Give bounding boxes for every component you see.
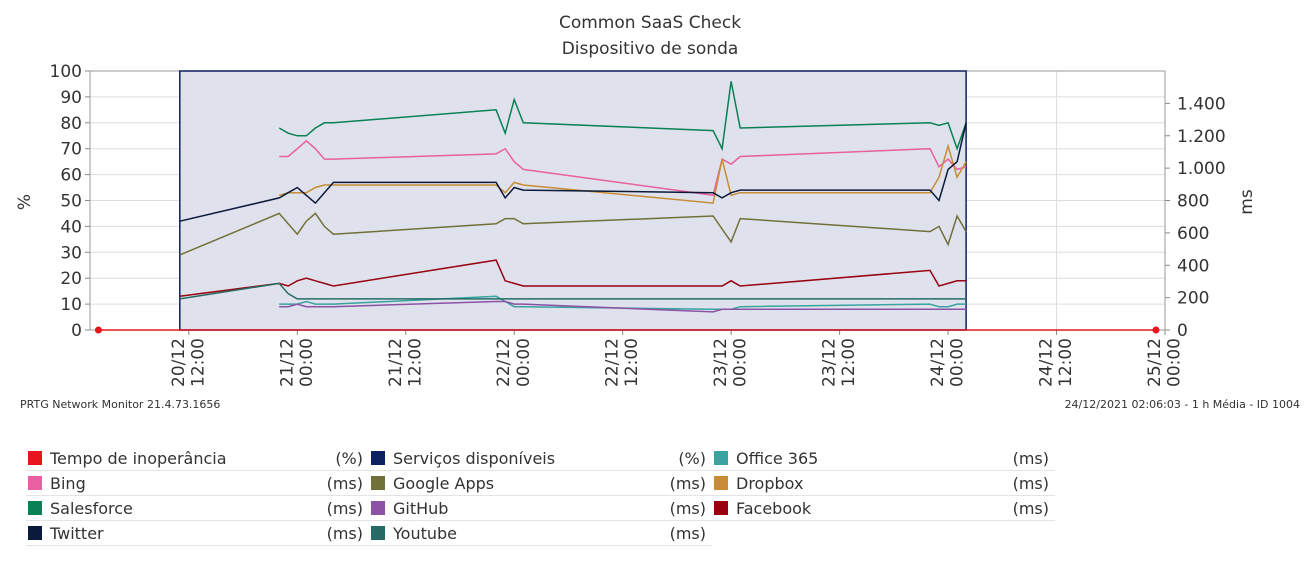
- point: [94, 326, 102, 334]
- legend-item: Tempo de inoperância (%): [26, 446, 369, 471]
- y-tick-label: 60: [60, 166, 82, 186]
- area: [179, 70, 967, 331]
- legend-swatch: [714, 501, 728, 515]
- y-tick-label: 70: [60, 140, 82, 160]
- legend-swatch: [28, 501, 42, 515]
- legend-unit: (ms): [326, 523, 363, 543]
- legend-label: Youtube: [393, 523, 457, 543]
- legend-unit: (ms): [669, 473, 706, 493]
- y2-tick-label: 400: [1177, 256, 1209, 276]
- y2-tick-label: 200: [1177, 289, 1209, 309]
- y-tick-label: 20: [60, 269, 82, 289]
- legend-item: Youtube (ms): [369, 521, 712, 546]
- line: [179, 282, 967, 300]
- legend-swatch: [28, 476, 42, 490]
- legend: Tempo de inoperância (%) Serviços disponív…: [26, 446, 1055, 546]
- legend-label: Serviços disponíveis: [393, 448, 556, 468]
- legend-item: Office 365 (ms): [712, 446, 1055, 471]
- y2-tick-label: 600: [1177, 224, 1209, 244]
- x-tick-label: 23/1200:00: [711, 338, 751, 387]
- legend-swatch: [28, 526, 42, 540]
- y-axis-label: %: [15, 194, 35, 210]
- y-tick-label: 0: [71, 321, 82, 341]
- legend-swatch: [371, 451, 385, 465]
- x-tick-label: 20/1212:00: [169, 338, 209, 387]
- y2-tick-label: 1.400: [1177, 94, 1226, 114]
- line: [279, 300, 967, 313]
- legend-unit: (ms): [669, 498, 706, 518]
- point: [1152, 326, 1160, 334]
- legend-swatch: [714, 476, 728, 490]
- y-tick-label: 80: [60, 114, 82, 134]
- legend-unit: (ms): [1012, 473, 1049, 493]
- chart: Common SaaS Check Dispositivo de sonda %…: [15, 13, 1300, 411]
- legend-label: Tempo de inoperância: [50, 448, 227, 468]
- line: [278, 81, 967, 152]
- legend-label: Google Apps: [393, 473, 495, 493]
- x-tick-label: 23/1212:00: [820, 338, 860, 387]
- legend-unit: (%): [335, 448, 363, 468]
- x-tick-label: 22/1200:00: [494, 338, 534, 387]
- y2-axis-label: ms: [1237, 189, 1257, 215]
- legend-label: Twitter: [50, 523, 104, 543]
- legend-item: Bing (ms): [26, 471, 369, 496]
- y-tick-label: 100: [50, 62, 82, 82]
- legend-label: GitHub: [393, 498, 449, 518]
- legend-unit: (ms): [1012, 448, 1049, 468]
- y2-tick-label: 0: [1177, 321, 1188, 341]
- legend-item: Serviços disponíveis (%): [369, 446, 712, 471]
- legend-swatch: [714, 451, 728, 465]
- y-tick-label: 10: [60, 295, 82, 315]
- legend-label: Salesforce: [50, 498, 133, 518]
- chart-subtitle: Dispositivo de sonda: [562, 39, 739, 59]
- y-tick-label: 90: [60, 88, 82, 108]
- x-tick-label: 21/1212:00: [386, 338, 426, 387]
- legend-unit: (ms): [1012, 498, 1049, 518]
- y-tick-label: 50: [60, 192, 82, 212]
- y-tick-label: 30: [60, 243, 82, 263]
- x-tick-label: 24/1212:00: [1037, 338, 1077, 387]
- legend-unit: (ms): [326, 473, 363, 493]
- legend-unit: (ms): [669, 523, 706, 543]
- line: [279, 139, 967, 197]
- legend-swatch: [371, 501, 385, 515]
- legend-label: Bing: [50, 473, 86, 493]
- legend-unit: (%): [678, 448, 706, 468]
- legend-label: Facebook: [736, 498, 812, 518]
- y2-tick-label: 800: [1177, 192, 1209, 212]
- y2-tick-label: 1.000: [1177, 159, 1226, 179]
- footer-right: 24/12/2021 02:06:03 - 1 h Média - ID 100…: [1065, 398, 1300, 411]
- legend-item: Salesforce (ms): [26, 496, 369, 521]
- legend-item: GitHub (ms): [369, 496, 712, 521]
- legend-swatch: [371, 476, 385, 490]
- footer-left: PRTG Network Monitor 21.4.73.1656: [20, 398, 220, 411]
- y-tick-label: 40: [60, 217, 82, 237]
- line: [278, 143, 967, 204]
- chart-title: Common SaaS Check: [559, 13, 741, 33]
- legend-item: Facebook (ms): [712, 496, 1055, 521]
- legend-item: Dropbox (ms): [712, 471, 1055, 496]
- legend-swatch: [28, 451, 42, 465]
- line: [279, 295, 967, 311]
- x-tick-label: 21/1200:00: [277, 338, 317, 387]
- line: [179, 259, 967, 298]
- legend-label: Office 365: [736, 448, 819, 468]
- x-tick-label: 22/1212:00: [603, 338, 643, 387]
- legend-item: Google Apps (ms): [369, 471, 712, 496]
- legend-unit: (ms): [326, 498, 363, 518]
- x-tick-label: 25/1200:00: [1145, 338, 1185, 387]
- line: [179, 122, 967, 222]
- y2-tick-label: 1.200: [1177, 127, 1226, 147]
- line: [179, 212, 967, 256]
- legend-label: Dropbox: [736, 473, 804, 493]
- x-tick-label: 24/1200:00: [928, 338, 968, 387]
- legend-item: Twitter (ms): [26, 521, 369, 546]
- legend-swatch: [371, 526, 385, 540]
